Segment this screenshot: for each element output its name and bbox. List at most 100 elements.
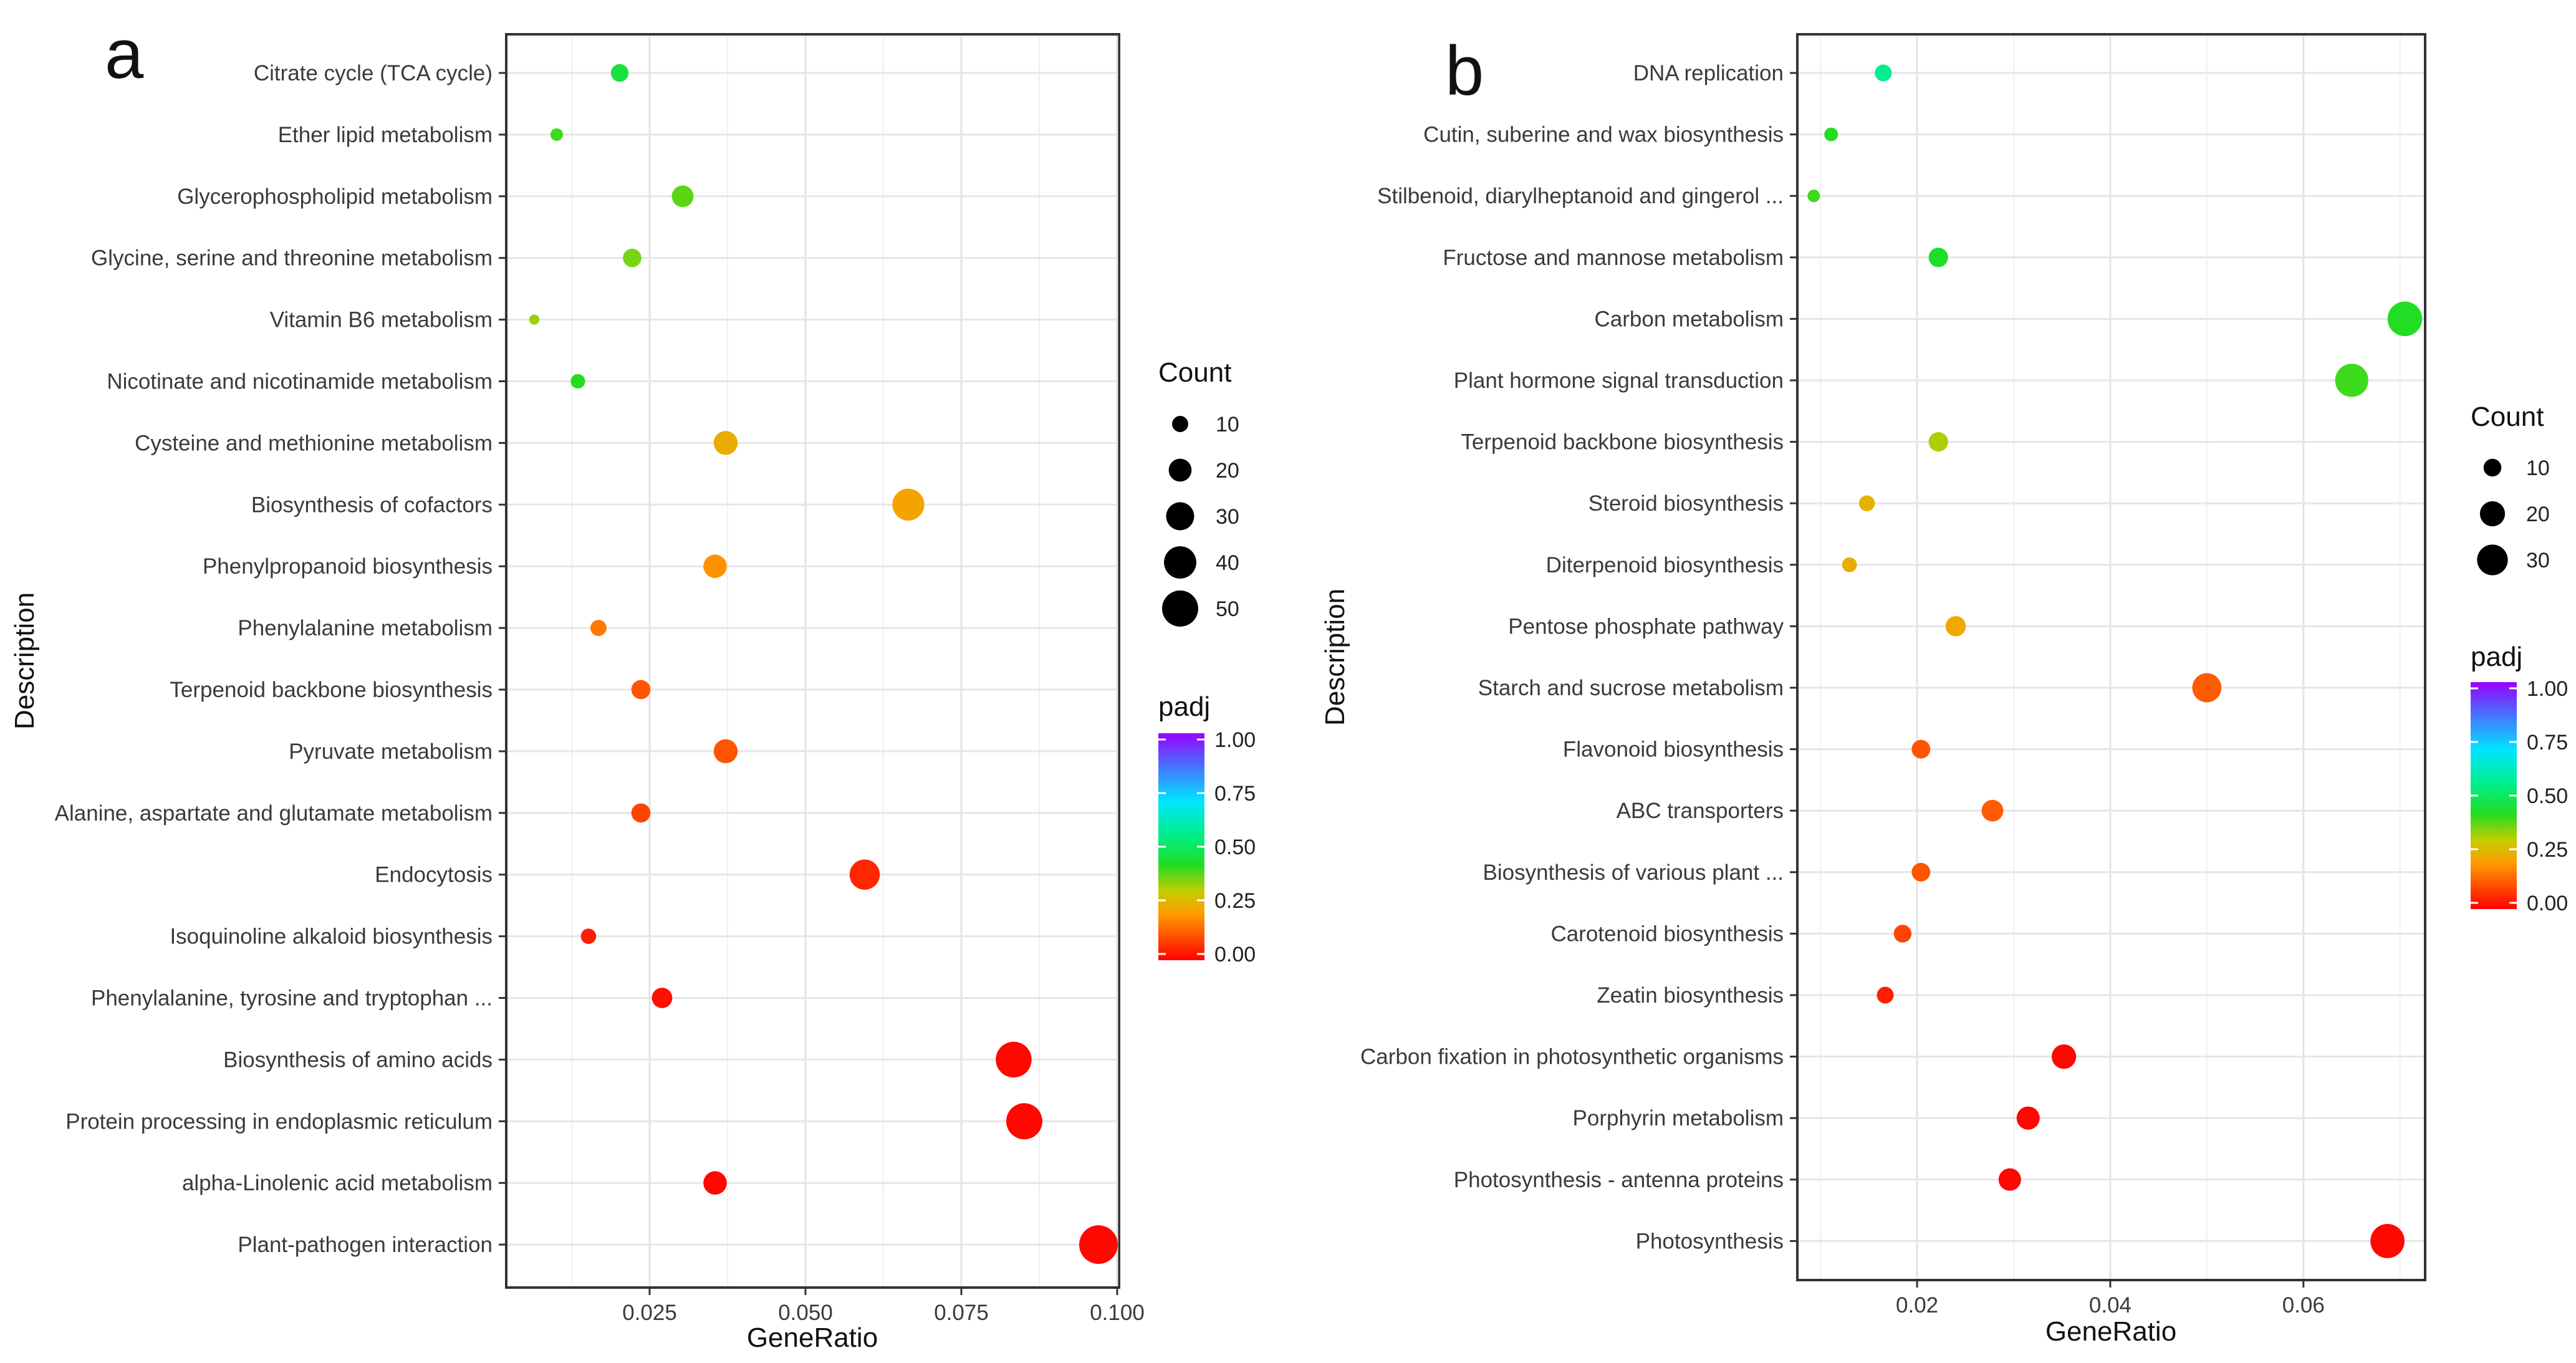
data-point: [580, 928, 597, 944]
data-point: [713, 431, 738, 455]
colorbar-tick-label: 0.00: [2527, 892, 2568, 915]
legend-count-dot: [2479, 501, 2506, 527]
y-tick-label: Stilbenoid, diarylheptanoid and gingerol…: [1377, 184, 1784, 208]
panel-label-b: b: [1445, 32, 1484, 110]
panel-b: b DNA replication Cutin, suberine and wax…: [1320, 32, 2568, 1347]
y-tick-label: Plant-pathogen interaction: [238, 1233, 493, 1257]
data-point: [671, 185, 694, 208]
y-tick-label: DNA replication: [1633, 61, 1784, 85]
y-tick-label: Flavonoid biosynthesis: [1563, 738, 1784, 762]
legend-padj-title-a: padj: [1158, 691, 1210, 722]
x-tick-label: 0.100: [1090, 1301, 1145, 1325]
y-tick-label: Pyruvate metabolism: [289, 739, 493, 764]
y-tick-label: Biosynthesis of cofactors: [251, 493, 493, 517]
y-tick-label: Starch and sucrose metabolism: [1478, 676, 1784, 700]
x-tick-label: 0.075: [934, 1301, 989, 1325]
data-point: [2016, 1106, 2040, 1130]
legend-count-dot: [1162, 590, 1198, 627]
legend-padj-b: padj 1.00 0.75 0.50 0.25 0.00: [2471, 642, 2568, 915]
data-point: [1928, 248, 1948, 267]
y-tick-label: Fructose and mannose metabolism: [1443, 246, 1784, 270]
y-tick-label: Plant hormone signal transduction: [1454, 368, 1784, 393]
x-axis-ticks-b: 0.02 0.04 0.06: [1896, 1280, 2325, 1317]
x-tick-label: 0.050: [778, 1301, 833, 1325]
points-b: [1807, 64, 2423, 1258]
x-axis-title-a: GeneRatio: [747, 1322, 878, 1353]
y-tick-label: ABC transporters: [1617, 799, 1784, 823]
data-point: [1911, 862, 1931, 882]
data-point: [2335, 364, 2368, 397]
y-tick-label: Glycine, serine and threonine metabolism: [91, 246, 493, 271]
y-tick-label: Carbon metabolism: [1595, 307, 1784, 331]
data-point: [892, 488, 925, 521]
x-tick-label: 0.04: [2089, 1293, 2131, 1317]
data-point: [713, 739, 738, 764]
data-point: [703, 554, 727, 578]
data-point: [1824, 127, 1838, 142]
x-tick-label: 0.06: [2282, 1293, 2325, 1317]
colorbar-tick-label: 1.00: [1214, 728, 1256, 752]
legend-count-label: 20: [2526, 503, 2550, 526]
y-tick-label: Pentose phosphate pathway: [1508, 614, 1784, 638]
data-point: [570, 373, 585, 389]
data-point: [529, 314, 540, 325]
y-tick-label: Steroid biosynthesis: [1588, 491, 1784, 516]
legend-count-a: Count 10 20 30 40 50: [1158, 357, 1239, 627]
y-tick-label: Terpenoid backbone biosynthesis: [170, 678, 493, 702]
y-tick-label: Photosynthesis: [1636, 1229, 1784, 1253]
y-tick-label: Cysteine and methionine metabolism: [135, 431, 493, 455]
legend-count-dot: [1172, 416, 1188, 432]
data-point: [1079, 1225, 1118, 1264]
colorbar-tick-label: 1.00: [2527, 677, 2568, 701]
y-tick-label: Photosynthesis - antenna proteins: [1454, 1168, 1784, 1192]
legend-padj-a: padj 1.00 0.75 0.50 0.25 0.00: [1158, 691, 1256, 966]
data-point: [1998, 1168, 2021, 1191]
data-point: [2192, 673, 2222, 703]
colorbar-tick-label: 0.00: [1214, 943, 1256, 966]
panel-label-a: a: [105, 15, 144, 93]
legend-count-title-b: Count: [2471, 402, 2544, 432]
y-tick-label: Porphyrin metabolism: [1573, 1106, 1784, 1130]
legend-count-dot: [1164, 546, 1196, 579]
y-tick-label: Terpenoid backbone biosynthesis: [1461, 430, 1784, 455]
y-tick-label: Phenylalanine, tyrosine and tryptophan .…: [91, 986, 493, 1011]
legend-count-label: 10: [2526, 456, 2550, 480]
y-tick-label: Endocytosis: [375, 863, 493, 887]
y-tick-label: Diterpenoid biosynthesis: [1546, 553, 1784, 577]
y-tick-label: Carbon fixation in photosynthetic organi…: [1360, 1045, 1784, 1069]
panel-a: a Citrate cycle (TCA cycle) Ether lipid m…: [9, 15, 1256, 1353]
y-tick-label: Zeatin biosynthesis: [1597, 983, 1784, 1008]
data-point: [1945, 616, 1966, 637]
data-point: [1877, 986, 1894, 1004]
data-point: [623, 248, 642, 267]
data-point: [1928, 432, 1948, 452]
y-tick-label: Biosynthesis of amino acids: [223, 1048, 493, 1072]
legend-count-b: Count 10 20 30: [2471, 402, 2550, 576]
data-point: [2370, 1224, 2405, 1258]
data-point: [1807, 190, 1820, 203]
data-point: [2387, 301, 2423, 337]
data-point: [1006, 1103, 1042, 1140]
x-axis-ticks-a: 0.025 0.050 0.075 0.100: [622, 1288, 1145, 1325]
plot-area-b: [1796, 33, 2426, 1281]
y-axis-title-a: Description: [9, 592, 40, 730]
y-tick-label: Phenylpropanoid biosynthesis: [203, 554, 493, 579]
data-point: [2051, 1044, 2077, 1069]
x-tick-label: 0.025: [622, 1301, 677, 1325]
y-tick-label: Nicotinate and nicotinamide metabolism: [107, 370, 493, 394]
colorbar-b: [2471, 682, 2517, 909]
y-tick-label: Cutin, suberine and wax biosynthesis: [1423, 123, 1784, 147]
legend-padj-title-b: padj: [2471, 642, 2522, 672]
legend-count-label: 40: [1216, 551, 1239, 575]
y-tick-label: Biosynthesis of various plant ...: [1483, 860, 1784, 885]
x-axis-title-b: GeneRatio: [2045, 1316, 2176, 1347]
legend-count-dot: [2483, 458, 2502, 477]
legend-count-label: 30: [2526, 549, 2550, 572]
x-tick-label: 0.02: [1896, 1293, 1938, 1317]
legend-count-label: 20: [1216, 459, 1239, 483]
legend-count-label: 50: [1216, 597, 1239, 621]
y-axis-ticks-b: DNA replication Cutin, suberine and wax b…: [1360, 61, 1797, 1253]
data-point: [590, 620, 607, 637]
legend-count-label: 30: [1216, 505, 1239, 529]
